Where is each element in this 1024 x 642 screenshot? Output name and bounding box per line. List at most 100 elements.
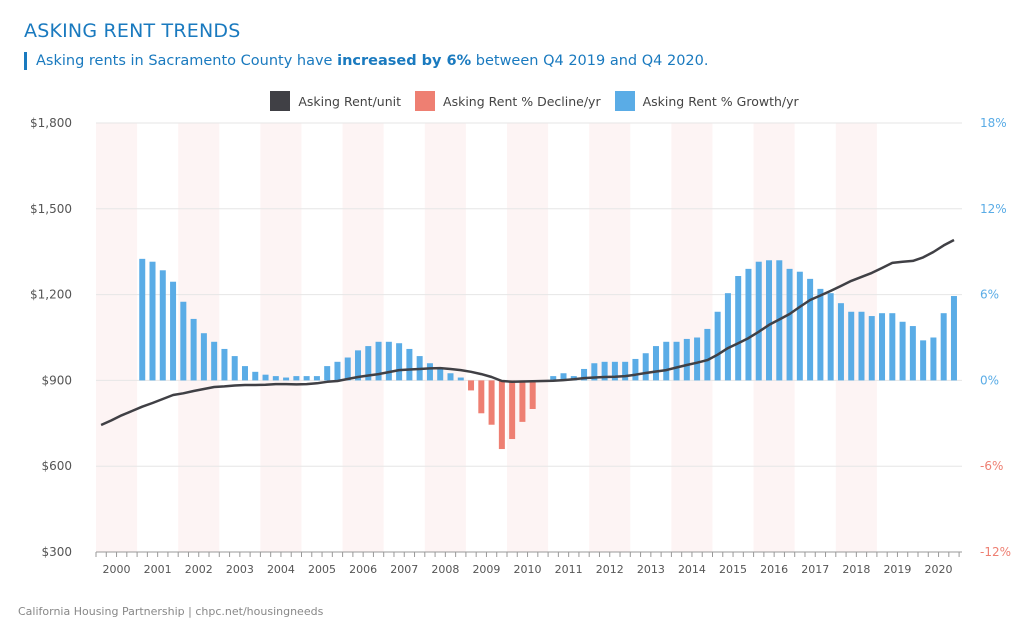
growth-bar [190, 318, 197, 381]
growth-bar [950, 296, 957, 381]
growth-bar [704, 328, 711, 381]
x-axis-tick-label: 2013 [637, 563, 665, 576]
x-axis-tick-label: 2020 [925, 563, 953, 576]
year-band [589, 123, 631, 552]
growth-bar [406, 348, 413, 381]
growth-bar [673, 341, 680, 381]
growth-bar [170, 281, 177, 381]
x-axis-tick-label: 2007 [390, 563, 418, 576]
decline-bar [478, 380, 485, 414]
legend-item-growth[interactable]: Asking Rent % Growth/yr [614, 91, 799, 111]
legend-label: Asking Rent % Growth/yr [642, 93, 799, 109]
growth-bar [283, 377, 290, 381]
x-axis-tick-label: 2003 [226, 563, 254, 576]
x-axis-tick-label: 2004 [267, 563, 295, 576]
x-axis-tick-label: 2014 [678, 563, 706, 576]
decline-bar [529, 380, 536, 409]
growth-bar [827, 293, 834, 381]
growth-bar [848, 311, 855, 381]
growth-bar [241, 366, 248, 381]
legend-item-rent[interactable]: Asking Rent/unit [270, 91, 401, 111]
legend-item-decline[interactable]: Asking Rent % Decline/yr [415, 91, 601, 111]
x-axis-tick-label: 2011 [555, 563, 583, 576]
growth-bar [837, 303, 844, 381]
growth-bar [807, 278, 814, 381]
decline-bar [498, 380, 505, 450]
x-axis-tick-label: 2001 [144, 563, 172, 576]
growth-bar [796, 271, 803, 381]
subtitle-text-end: between Q4 2019 and Q4 2020. [471, 53, 709, 69]
growth-bar [303, 376, 310, 381]
growth-bar [426, 363, 433, 381]
growth-bar [252, 371, 259, 381]
x-axis-tick-label: 2009 [472, 563, 500, 576]
growth-bar [642, 353, 649, 381]
subtitle-text: Asking rents in Sacramento County have [36, 53, 338, 69]
year-band [507, 123, 549, 552]
growth-bar [940, 313, 947, 381]
growth-bar [560, 373, 567, 381]
decline-bar [509, 380, 516, 440]
growth-bar [355, 350, 362, 381]
growth-bar [724, 293, 731, 381]
growth-bar [879, 313, 886, 381]
x-axis-tick-label: 2005 [308, 563, 336, 576]
left-axis-tick-label: $1,200 [30, 288, 72, 302]
growth-bar [365, 346, 372, 381]
growth-bar [786, 268, 793, 381]
x-axis-tick-label: 2018 [842, 563, 870, 576]
right-axis-tick-label: -6% [980, 459, 1003, 473]
growth-bar [632, 358, 639, 381]
growth-bar [334, 361, 341, 381]
growth-bar [375, 341, 382, 381]
growth-bar [817, 288, 824, 381]
growth-bar [920, 340, 927, 381]
subtitle-highlight: increased by 6% [337, 53, 472, 69]
growth-bar [889, 313, 896, 381]
growth-bar [868, 316, 875, 381]
growth-bar [159, 270, 166, 381]
x-axis-tick-label: 2000 [103, 563, 131, 576]
growth-bar [385, 341, 392, 381]
legend-swatch-rent [270, 91, 291, 111]
growth-bar [180, 301, 187, 381]
right-axis-tick-label: 12% [980, 202, 1007, 216]
growth-bar [457, 377, 464, 381]
x-axis-tick-label: 2010 [514, 563, 542, 576]
right-axis-tick-label: 0% [980, 373, 999, 387]
growth-bar [714, 311, 721, 381]
legend-label: Asking Rent/unit [298, 93, 402, 109]
growth-bar [447, 373, 454, 381]
source-footer: California Housing Partnership | chpc.ne… [18, 605, 324, 618]
growth-bar [581, 368, 588, 381]
growth-bar [437, 368, 444, 381]
growth-bar [221, 348, 228, 381]
growth-bar [591, 363, 598, 381]
chart-title: ASKING RENT TRENDS [24, 20, 241, 42]
growth-bar [663, 341, 670, 381]
decline-bar [519, 380, 526, 422]
growth-bar [231, 356, 238, 381]
right-axis-tick-label: -12% [980, 545, 1011, 559]
growth-bar [550, 376, 557, 381]
growth-bar [909, 326, 916, 381]
year-band [260, 123, 302, 552]
growth-bar [694, 337, 701, 381]
x-axis-tick-label: 2012 [596, 563, 624, 576]
growth-bar [262, 374, 269, 381]
x-axis-tick-label: 2015 [719, 563, 747, 576]
year-band [424, 123, 466, 552]
legend-label: Asking Rent % Decline/yr [443, 93, 601, 109]
left-axis-tick-label: $1,800 [30, 116, 72, 130]
chart-subtitle: Asking rents in Sacramento County have i… [24, 52, 708, 70]
growth-bar [652, 346, 659, 381]
legend: Asking Rent/unit Asking Rent % Decline/y… [0, 91, 1024, 111]
x-axis-tick-label: 2017 [801, 563, 829, 576]
left-axis-tick-label: $1,500 [30, 202, 72, 216]
left-axis-tick-label: $900 [41, 373, 72, 387]
growth-bar [344, 357, 351, 381]
growth-bar [601, 361, 608, 381]
left-axis-tick-label: $600 [41, 459, 72, 473]
left-axis-tick-label: $300 [41, 545, 72, 559]
